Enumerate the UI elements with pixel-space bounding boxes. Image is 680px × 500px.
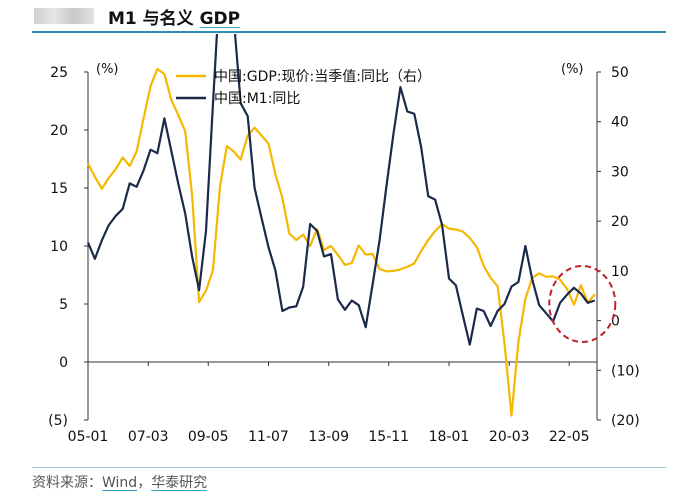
left-tick-label: 15 [50, 181, 68, 197]
x-tick-label: 05-01 [68, 429, 109, 445]
title-gdp: GDP [199, 9, 241, 29]
chart-title: M1 与名义 GDP [108, 4, 240, 29]
highlight-circle [548, 265, 617, 343]
right-tick-label: 20 [611, 214, 629, 230]
x-tick-label: 13-09 [308, 429, 349, 445]
source-org: 华泰研究 [151, 475, 208, 491]
source-label: 资料来源： [32, 475, 102, 491]
x-tick-label: 09-05 [188, 429, 229, 445]
right-tick-label: 50 [611, 65, 629, 81]
source-note: 资料来源：Wind，华泰研究 [32, 472, 207, 492]
right-tick-label: 0 [611, 314, 620, 330]
m1-series-line [86, 34, 596, 346]
right-tick-label: 30 [611, 164, 629, 180]
x-tick-label: 20-03 [489, 429, 530, 445]
x-tick-label: 15-11 [368, 429, 409, 445]
title-prefix: M1 与名义 [108, 9, 200, 29]
x-tick-label: 22-05 [549, 429, 590, 445]
header: M1 与名义 GDP [0, 0, 680, 34]
right-tick-label: 10 [611, 264, 629, 280]
x-tick-label: 07-03 [128, 429, 169, 445]
source-sep: ， [137, 475, 152, 491]
x-tick-label: 18-01 [429, 429, 470, 445]
left-unit: (%) [96, 62, 119, 77]
left-tick-label: 20 [50, 123, 68, 139]
title-rule [32, 31, 666, 33]
blurred-logo [34, 8, 94, 24]
right-tick-label: (20) [611, 413, 640, 429]
right-tick-label: 40 [611, 115, 629, 131]
x-tick-label: 11-07 [248, 429, 289, 445]
legend-label-m1: 中国:M1:同比 [214, 91, 300, 107]
left-tick-label: 0 [59, 355, 68, 371]
chart: (5) 0 5 10 15 20 25 (20) (10) 0 10 20 30 40 50 (%) (%) 05… [48, 34, 640, 445]
left-tick-label: 10 [50, 239, 68, 255]
legend-label-gdp: 中国:GDP:现价:当季值:同比（右） [214, 69, 431, 85]
gdp-series-line [87, 67, 596, 417]
footer-rule [32, 467, 666, 468]
right-unit: (%) [561, 62, 584, 77]
left-tick-label: 25 [50, 65, 68, 81]
source-wind: Wind [102, 475, 138, 491]
right-tick-label: (10) [611, 363, 640, 379]
left-tick-label: 5 [59, 297, 68, 313]
left-tick-label: (5) [48, 413, 68, 429]
